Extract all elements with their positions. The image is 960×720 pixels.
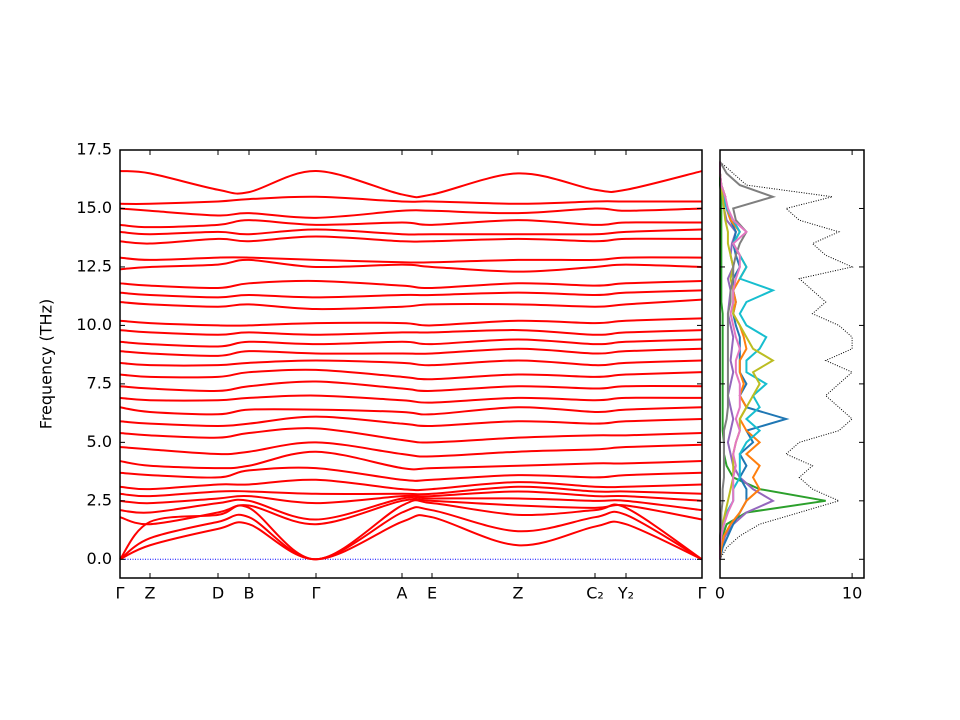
y-tick-label: 12.5 [76,256,112,275]
y-tick-label: 7.5 [87,373,112,392]
band-line [119,415,703,428]
band-line [119,441,703,458]
x-tick-label: Z [145,584,156,603]
x-tick-label: 0 [715,584,725,603]
x-tick-label: B [244,584,255,603]
band-line [119,466,703,482]
band-line [119,485,703,498]
band-line [119,258,703,273]
band-line [119,219,703,229]
band-line [119,427,703,444]
y-tick-label: 10.0 [76,315,112,334]
dos-line [719,161,748,560]
y-axis-label: Frequency (THz) [37,299,56,429]
band-line [119,497,703,526]
x-tick-label: Γ [698,584,707,603]
dos-line [719,161,854,560]
dos-line [719,161,775,560]
band-line [119,195,702,205]
dos-line [719,161,776,560]
band-line [119,450,703,471]
x-tick-label: A [397,584,408,603]
x-tick-label: C₂ [586,584,604,603]
band-line [119,359,703,367]
band-line [119,406,703,416]
band-line [119,317,703,327]
band-line [119,329,703,336]
x-tick-label: Y₂ [617,584,634,603]
band-line [119,478,703,492]
x-tick-label: Γ [116,584,125,603]
band-line [119,514,703,561]
dos-line [719,161,826,560]
y-tick-label: 5.0 [87,432,112,451]
band-line [119,495,703,521]
y-tick-label: 2.5 [87,490,112,509]
x-tick-label: 10 [842,584,862,603]
x-tick-label: Z [513,584,524,603]
band-line [119,170,703,199]
band-line [119,207,703,219]
x-tick-label: D [212,584,224,603]
band-line [119,256,703,264]
band-line [119,506,703,561]
x-tick-label: Γ [312,584,321,603]
y-tick-label: 0.0 [87,549,112,568]
band-line [119,394,703,404]
band-line [119,338,703,348]
band-line [119,228,703,236]
plot-frame [119,149,703,579]
band-line [119,235,703,245]
band-line [119,279,703,290]
y-tick-label: 15.0 [76,198,112,217]
y-tick-label: 17.5 [76,140,112,159]
band-line [119,298,703,311]
band-line [119,289,703,299]
band-line [119,368,703,381]
band-line [119,347,703,357]
x-tick-label: E [427,584,437,603]
plot-frame [719,149,865,579]
band-line [119,490,703,505]
band-line [119,380,703,392]
